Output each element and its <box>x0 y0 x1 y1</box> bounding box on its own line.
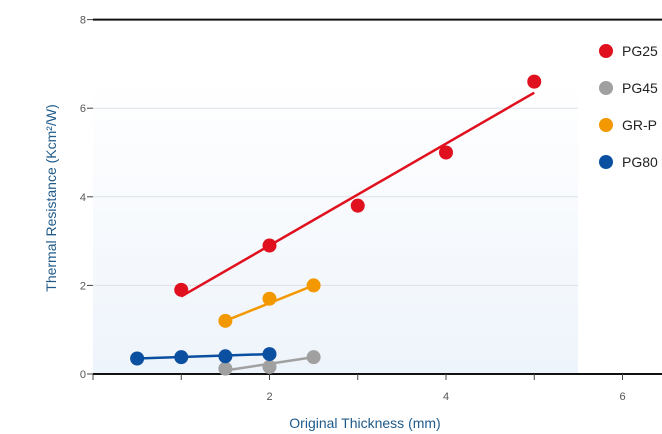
plot-background <box>93 80 578 374</box>
series-pg25 <box>174 74 542 298</box>
data-point <box>174 350 189 365</box>
data-point <box>218 313 233 328</box>
data-point <box>262 291 277 306</box>
data-series <box>130 74 542 376</box>
fit-line <box>137 352 270 360</box>
series-gr-p <box>218 278 321 328</box>
axes <box>93 18 662 375</box>
y-axis-ticks: 0 2 4 6 8 <box>80 15 93 381</box>
series-pg80 <box>130 347 277 366</box>
y-tick-label: 2 <box>80 280 86 292</box>
x-tick-label: 4 <box>443 391 449 403</box>
legend-marker <box>599 118 613 132</box>
data-point <box>130 351 145 366</box>
x-axis-ticks: 2 4 6 <box>92 374 626 403</box>
y-tick-label: 0 <box>80 369 86 381</box>
legend: PG25 PG45 GR-P PG80 <box>599 43 658 170</box>
y-tick-label: 4 <box>80 192 86 204</box>
data-point <box>439 145 453 160</box>
y-tick-label: 8 <box>80 15 86 27</box>
x-tick-label: 6 <box>619 391 625 403</box>
data-point <box>262 238 277 253</box>
legend-item: PG45 <box>599 80 658 96</box>
data-point <box>306 278 321 293</box>
y-axis-title: Thermal Resistance (Kcm²/W) <box>43 104 59 291</box>
data-point <box>262 347 277 362</box>
y-tick-label: 6 <box>80 103 86 115</box>
x-tick-label: 2 <box>266 391 272 403</box>
legend-label: PG45 <box>622 80 658 96</box>
legend-marker <box>599 44 613 58</box>
gridlines <box>93 107 578 286</box>
data-point <box>174 282 189 297</box>
legend-item: PG80 <box>599 154 658 170</box>
legend-label: GR-P <box>622 117 657 133</box>
x-axis-title: Original Thickness (mm) <box>289 415 440 431</box>
legend-label: PG25 <box>622 43 658 59</box>
fit-line <box>180 91 535 298</box>
data-point <box>527 74 542 89</box>
data-point <box>262 359 277 374</box>
series-pg45 <box>218 350 321 376</box>
data-point <box>218 361 233 376</box>
legend-item: GR-P <box>599 117 657 133</box>
legend-marker <box>599 81 613 95</box>
legend-marker <box>599 155 613 169</box>
legend-item: PG25 <box>599 43 658 59</box>
legend-label: PG80 <box>622 154 658 170</box>
data-point <box>306 350 321 365</box>
data-point <box>218 349 233 364</box>
data-point <box>350 198 365 213</box>
